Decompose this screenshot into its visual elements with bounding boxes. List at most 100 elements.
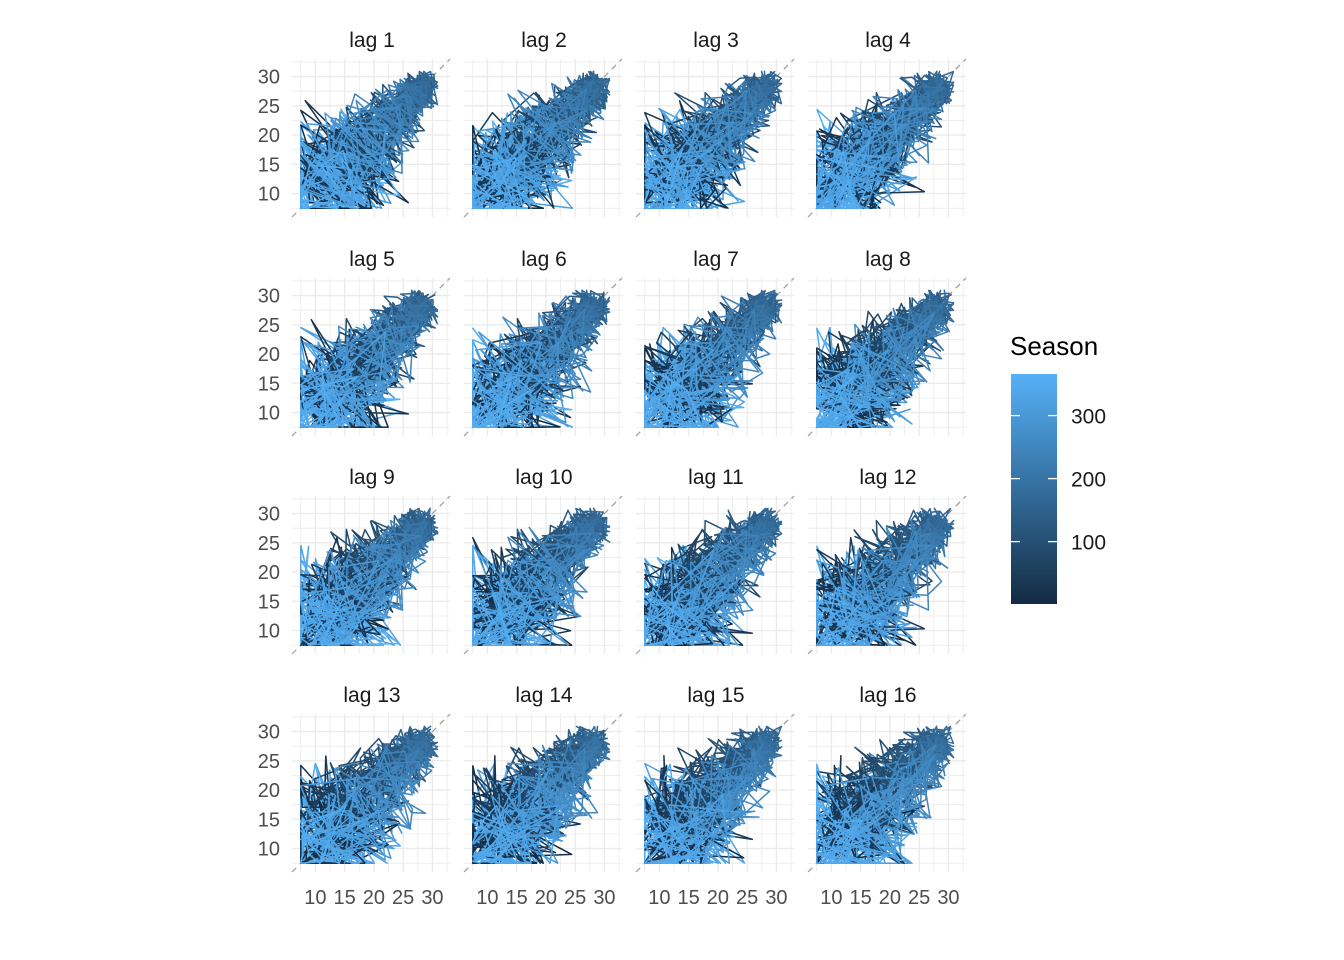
series-segment (300, 162, 347, 209)
series-path (472, 289, 611, 428)
series-path (300, 507, 439, 646)
series-path (472, 507, 611, 646)
panel-lag-12: lag 12 (807, 466, 967, 655)
series-segment (851, 530, 936, 598)
series-segment (472, 150, 531, 209)
series-segment (644, 376, 703, 428)
series-path (644, 725, 783, 864)
panel-title: lag 8 (865, 248, 911, 271)
x-tick-label: 15 (334, 887, 356, 909)
legend-tick-label: 100 (1071, 532, 1106, 555)
series-segment (816, 140, 885, 209)
series-path (300, 289, 439, 428)
panel-title: lag 15 (687, 684, 744, 707)
series-segment (472, 369, 519, 428)
series-segment (500, 117, 564, 182)
y-tick-label: 15 (258, 154, 280, 176)
x-tick-label: 30 (421, 887, 443, 909)
series-segment (472, 817, 541, 864)
panel-title: lag 13 (343, 684, 400, 707)
series-segment (816, 369, 863, 428)
series-segment (919, 517, 944, 554)
panel-lag-10: lag 10 (463, 466, 623, 655)
series-segment (392, 80, 429, 117)
series-segment (819, 549, 913, 646)
series-segment (581, 289, 611, 319)
series-segment (472, 587, 519, 646)
panel-lag-7: lag 7 (635, 248, 795, 437)
panel-lag-2: lag 2 (463, 29, 623, 218)
x-tick-label: 15 (850, 887, 872, 909)
x-tick-label: 10 (820, 887, 842, 909)
panel-lag-16: lag 16 10 15 20 25 30 (807, 684, 967, 909)
season-legend: Season 100 200 300 (1010, 331, 1106, 604)
series-segment (816, 586, 885, 646)
series-path (472, 725, 611, 864)
series-segment (919, 299, 944, 334)
panel-title: lag 1 (349, 29, 395, 52)
series-segment (564, 80, 601, 117)
legend-ticks: 100 200 300 (1011, 406, 1106, 555)
series-segment (664, 608, 683, 646)
series-segment (736, 304, 773, 344)
series-path (644, 289, 783, 428)
series-segment (403, 517, 428, 552)
panel-lag-5: lag 5 10 15 20 25 30 (258, 248, 451, 437)
series-segment (644, 587, 691, 646)
series-segment (816, 150, 875, 209)
series-segment (300, 587, 347, 646)
series-segment (647, 795, 741, 864)
y-tick-label: 10 (258, 839, 280, 861)
legend-title: Season (1010, 331, 1098, 361)
panel-lag-11: lag 11 (635, 466, 795, 655)
y-tick-label: 20 (258, 562, 280, 584)
y-tick-label: 30 (258, 67, 280, 89)
panel-title: lag 4 (865, 29, 911, 52)
legend-tick-label: 200 (1071, 469, 1106, 492)
series-segment (819, 112, 913, 208)
y-tick-label: 20 (258, 780, 280, 802)
series-path (816, 725, 955, 864)
series-segment (837, 624, 855, 646)
panel-lag-15: lag 15 10 15 20 25 30 (635, 684, 795, 909)
series-segment (320, 594, 359, 646)
series-segment (644, 150, 703, 209)
panel-lag-8: lag 8 (807, 248, 967, 437)
series-segment (720, 307, 764, 359)
legend-tick-label: 300 (1071, 406, 1106, 429)
x-tick-label: 20 (535, 887, 557, 909)
series-path (300, 725, 439, 864)
y-tick-label: 20 (258, 125, 280, 147)
y-tick-label: 25 (258, 315, 280, 337)
x-tick-label: 30 (593, 887, 615, 909)
x-tick-label: 10 (304, 887, 326, 909)
series-segment (647, 549, 741, 646)
series-segment (356, 88, 421, 153)
series-segment (328, 340, 392, 402)
series-segment (844, 559, 908, 646)
y-tick-label: 10 (258, 184, 280, 206)
y-tick-label: 20 (258, 344, 280, 366)
x-tick-label: 15 (678, 887, 700, 909)
panel-lag-6: lag 6 (463, 248, 623, 437)
panel-title: lag 7 (693, 248, 739, 271)
series-segment (819, 795, 913, 864)
x-tick-label: 20 (707, 887, 729, 909)
panel-title: lag 6 (521, 248, 567, 271)
series-segment (644, 805, 691, 864)
x-tick-label: 20 (879, 887, 901, 909)
y-tick-label: 10 (258, 621, 280, 643)
series-segment (644, 140, 713, 209)
series-segment (672, 117, 736, 183)
series-segment (321, 842, 329, 862)
series-path (816, 507, 955, 646)
x-tick-label: 20 (363, 887, 385, 909)
series-segment (303, 767, 397, 864)
series-segment (816, 376, 875, 428)
y-tick-label: 25 (258, 751, 280, 773)
series-segment (300, 369, 359, 428)
y-tick-label: 25 (258, 96, 280, 118)
series-path (644, 507, 783, 646)
panel-lag-3: lag 3 (635, 29, 795, 218)
panel-title: lag 10 (515, 466, 572, 489)
